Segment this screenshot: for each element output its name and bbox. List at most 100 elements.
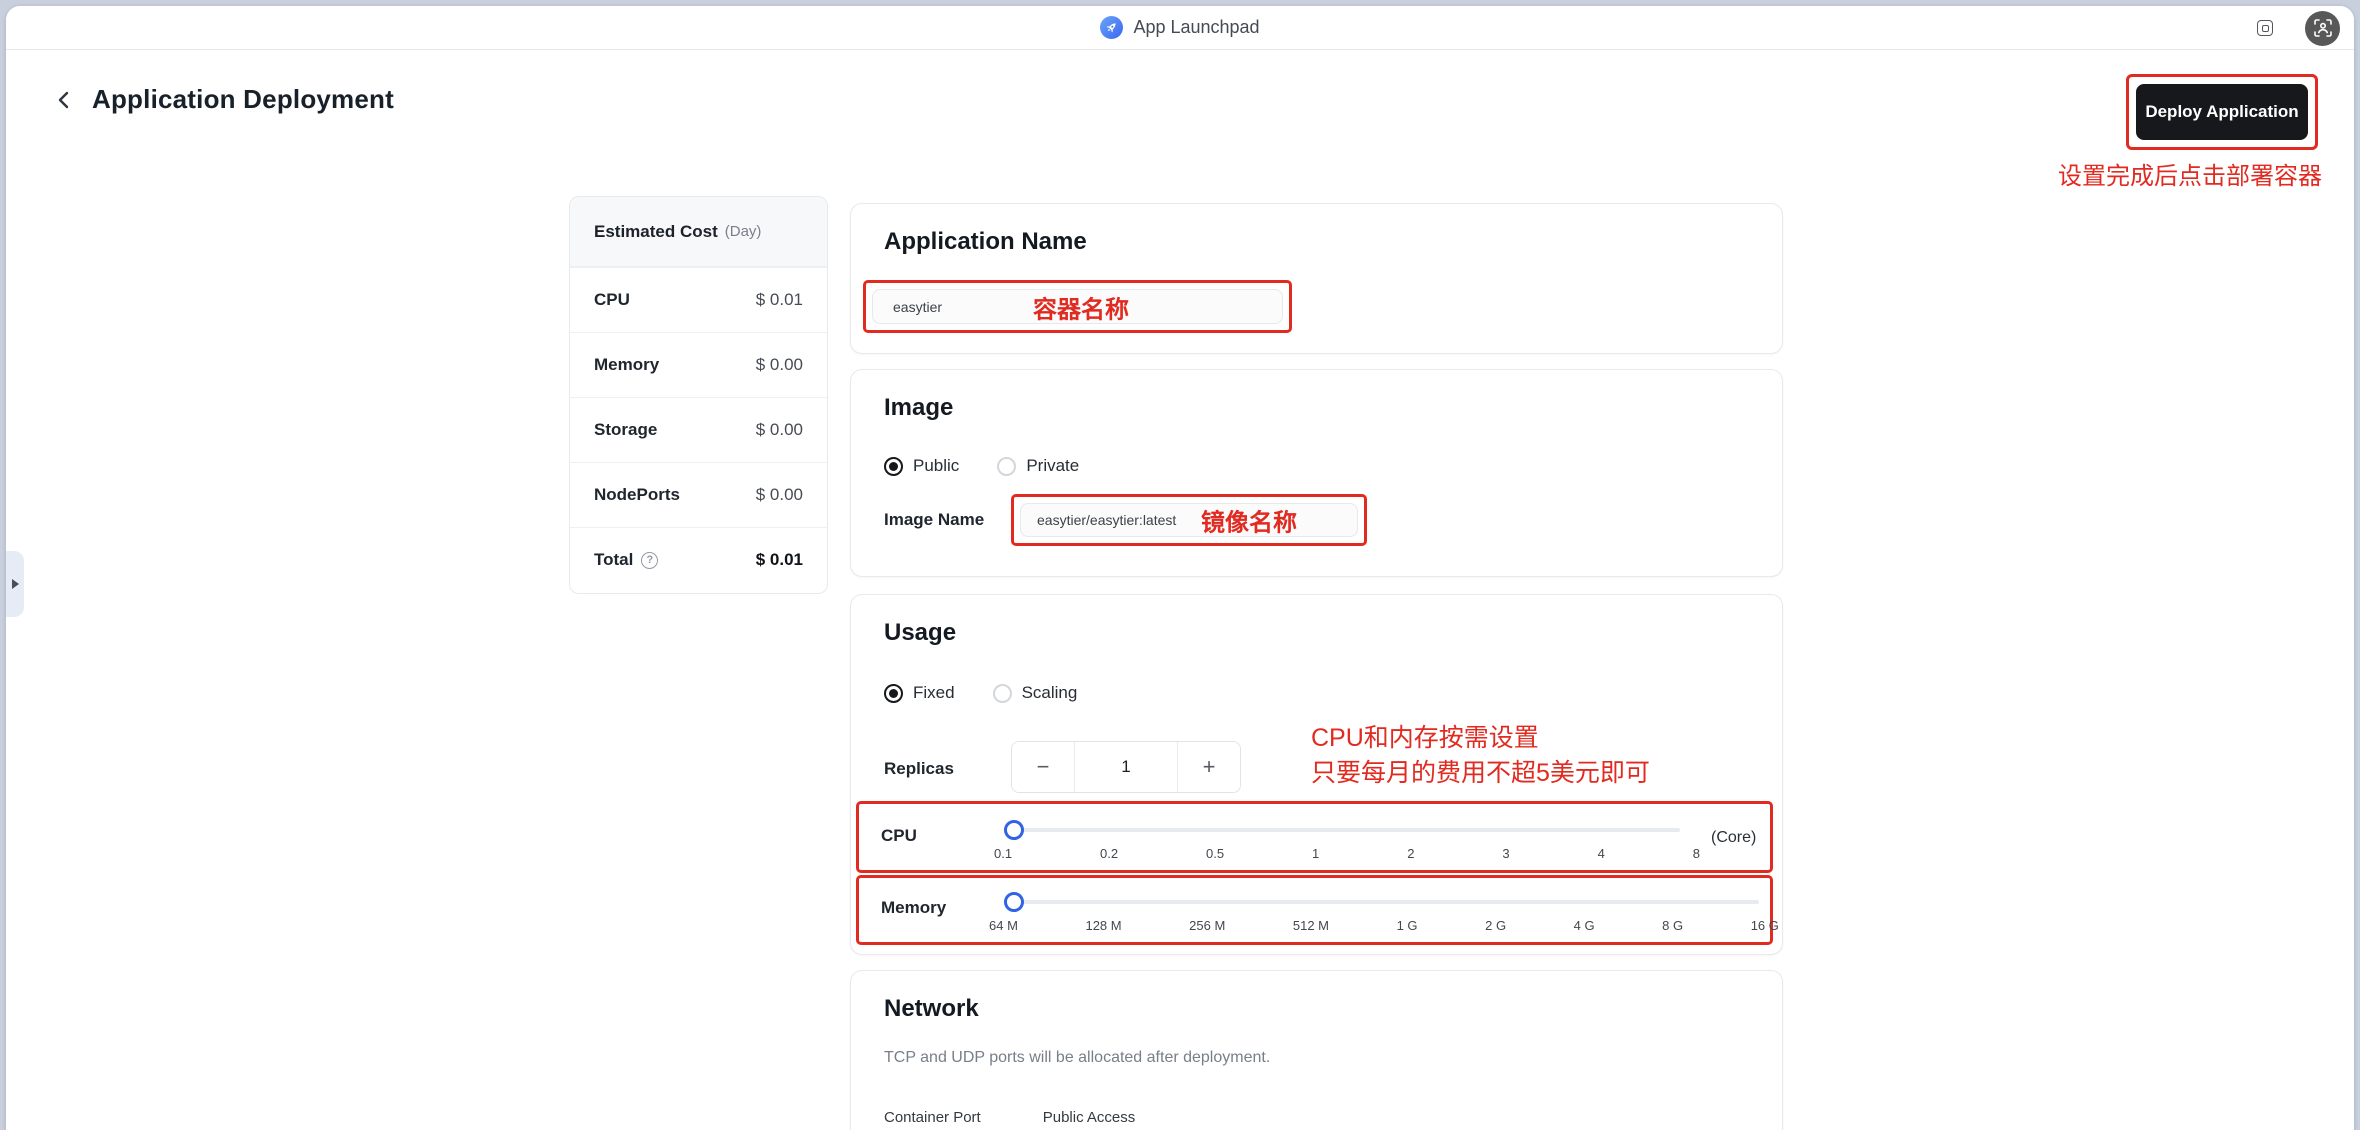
estimated-cost-title: Estimated Cost — [594, 221, 718, 241]
image-name-annotation-box: easytier/easytier:latest 镜像名称 — [1011, 494, 1367, 546]
memory-tick: 128 M — [1085, 918, 1122, 933]
replicas-decrement-button[interactable]: − — [1012, 742, 1074, 792]
network-column-headers: Container Port Public Access — [884, 1109, 1135, 1126]
replicas-value[interactable]: 1 — [1074, 742, 1178, 792]
cpu-label: CPU — [881, 826, 917, 845]
usage-mode-radios: Fixed Scaling — [884, 683, 1077, 703]
app-tab-label: App Launchpad — [1133, 17, 1260, 37]
public-access-header: Public Access — [1042, 1109, 1136, 1126]
rocket-icon — [1100, 16, 1124, 39]
cpu-slider-track[interactable] — [1014, 828, 1680, 832]
application-name-input[interactable]: easytier 容器名称 — [872, 289, 1283, 324]
network-title: Network — [884, 995, 979, 1022]
app-tab[interactable]: App Launchpad — [1100, 16, 1260, 39]
memory-tick: 2 G — [1485, 918, 1507, 933]
cost-total-label-text: Total — [594, 550, 634, 569]
cost-row-storage: Storage $ 0.00 — [570, 397, 827, 462]
back-button[interactable] — [52, 87, 78, 113]
estimated-cost-header: Estimated Cost (Day) — [570, 197, 827, 267]
image-title: Image — [884, 394, 954, 421]
cost-row-cpu: CPU $ 0.01 — [570, 267, 827, 332]
user-avatar[interactable] — [2305, 10, 2340, 46]
network-card: Network TCP and UDP ports will be alloca… — [850, 970, 1783, 1130]
deploy-annotation-text: 设置完成后点击部署容器 — [2058, 163, 2322, 190]
memory-tick: 4 G — [1573, 918, 1595, 933]
image-visibility-radios: Public Private — [884, 456, 1079, 476]
image-card: Image Public Private Image Name easytier… — [850, 369, 1783, 577]
cost-value: $ 0.00 — [755, 485, 803, 504]
radio-fixed-label: Fixed — [913, 683, 955, 702]
memory-tick: 16 G — [1750, 918, 1779, 933]
usage-card: Usage Fixed Scaling Replicas − 1 + CPU和内… — [850, 594, 1783, 955]
memory-slider-track[interactable] — [1014, 900, 1759, 904]
estimated-cost-panel: Estimated Cost (Day) CPU $ 0.01 Memory $… — [569, 196, 828, 594]
usage-title: Usage — [884, 619, 957, 646]
cpu-slider-thumb[interactable] — [1004, 820, 1024, 840]
memory-slider-ticks: 64 M 128 M 256 M 512 M 1 G 2 G 4 G 8 G 1… — [989, 918, 1779, 933]
sidebar-expand-handle[interactable] — [6, 551, 24, 617]
cost-label: NodePorts — [594, 485, 680, 504]
memory-tick: 64 M — [989, 918, 1018, 933]
estimated-cost-period: (Day) — [724, 223, 762, 240]
cpu-tick: 8 — [1692, 846, 1700, 861]
replicas-label: Replicas — [884, 759, 954, 778]
cost-total-value: $ 0.01 — [755, 550, 803, 569]
network-subtitle: TCP and UDP ports will be allocated afte… — [884, 1049, 1271, 1066]
cpu-tick: 4 — [1597, 846, 1605, 861]
cpu-tick: 1 — [1312, 846, 1320, 861]
cost-value: $ 0.01 — [755, 290, 803, 309]
memory-tick: 1 G — [1396, 918, 1418, 933]
scan-user-icon — [2313, 19, 2332, 37]
page-content: Application Deployment Deploy Applicatio… — [6, 50, 2354, 1130]
memory-tick: 256 M — [1189, 918, 1226, 933]
cost-label: Storage — [594, 420, 658, 439]
cpu-tick: 0.1 — [994, 846, 1013, 861]
chevron-left-icon — [58, 91, 69, 108]
triangle-right-icon — [11, 579, 19, 589]
radio-public[interactable]: Public — [884, 456, 959, 476]
radio-private-dot — [997, 456, 1017, 476]
cpu-unit-label: (Core) — [1711, 829, 1757, 846]
cost-row-nodeports: NodePorts $ 0.00 — [570, 462, 827, 527]
image-name-annotation-text: 镜像名称 — [1201, 509, 1297, 537]
replicas-increment-button[interactable]: + — [1178, 742, 1240, 792]
cost-value: $ 0.00 — [755, 420, 803, 439]
cost-row-memory: Memory $ 0.00 — [570, 332, 827, 397]
radio-fixed[interactable]: Fixed — [884, 683, 955, 703]
cost-total-label: Total ? — [594, 550, 659, 570]
radio-private-label: Private — [1026, 456, 1080, 475]
application-name-title: Application Name — [884, 228, 1087, 255]
cpu-tick: 0.2 — [1100, 846, 1119, 861]
usage-annotation-line1: CPU和内存按需设置 — [1311, 724, 1539, 752]
memory-tick: 8 G — [1662, 918, 1684, 933]
window-titlebar: App Launchpad — [6, 6, 2354, 50]
radio-public-label: Public — [913, 456, 960, 475]
radio-private[interactable]: Private — [997, 456, 1079, 476]
radio-scaling-dot — [992, 683, 1012, 703]
image-name-value: easytier/easytier:latest — [1037, 512, 1177, 528]
cpu-tick: 3 — [1502, 846, 1510, 861]
page-header: Application Deployment — [52, 84, 394, 115]
deploy-application-button[interactable]: Deploy Application — [2136, 84, 2308, 140]
app-window: App Launchpad — [6, 6, 2354, 1130]
application-name-value: easytier — [893, 298, 943, 315]
deploy-annotation-box: Deploy Application — [2126, 74, 2318, 150]
image-name-input[interactable]: easytier/easytier:latest 镜像名称 — [1020, 503, 1358, 537]
cpu-tick: 0.5 — [1206, 846, 1225, 861]
memory-annotation-box: Memory 64 M 128 M 256 M 512 M 1 G 2 G 4 … — [856, 875, 1779, 945]
memory-tick: 512 M — [1292, 918, 1330, 933]
cost-label: Memory — [594, 355, 660, 374]
restore-button[interactable] — [2257, 20, 2273, 36]
usage-annotation-text: CPU和内存按需设置 只要每月的费用不超5美元即可 — [1311, 721, 1650, 791]
replicas-stepper: − 1 + — [1011, 741, 1241, 793]
memory-slider-thumb[interactable] — [1004, 892, 1024, 912]
cost-value: $ 0.00 — [755, 355, 803, 374]
page-title: Application Deployment — [92, 84, 394, 114]
cost-label: CPU — [594, 290, 630, 309]
help-icon[interactable]: ? — [641, 551, 659, 569]
cpu-annotation-box: CPU 0.1 0.2 0.5 1 2 3 4 8 (Core) — [856, 801, 1773, 873]
radio-public-dot — [884, 456, 903, 476]
restore-icon — [2257, 20, 2273, 36]
radio-scaling[interactable]: Scaling — [992, 683, 1077, 703]
cost-row-total: Total ? $ 0.01 — [570, 527, 827, 592]
